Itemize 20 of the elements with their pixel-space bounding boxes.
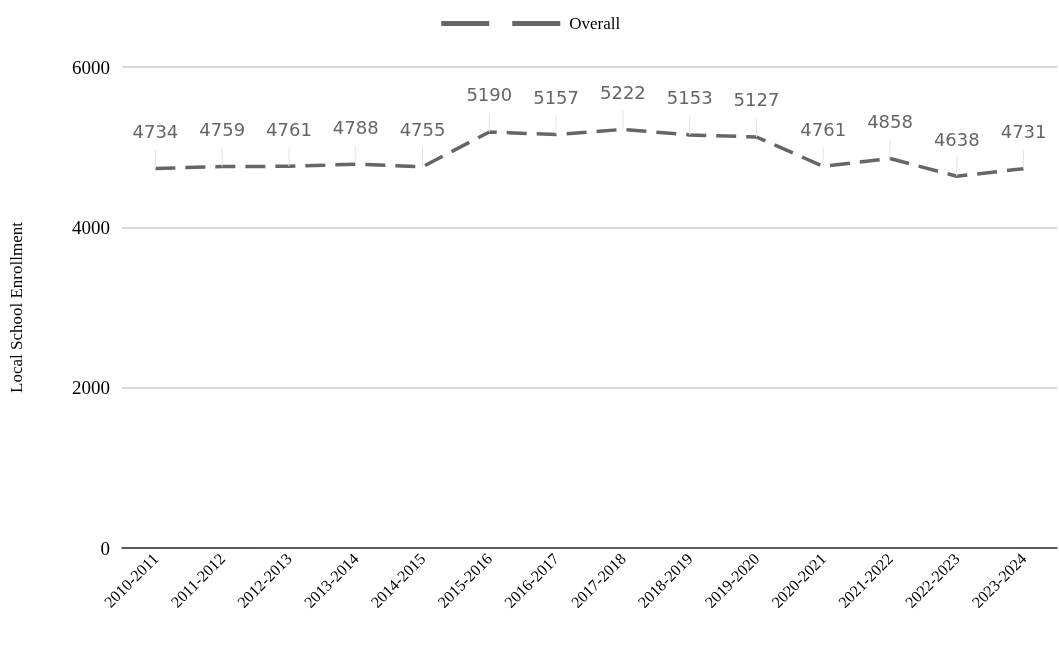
data-label: 4858 <box>867 111 913 133</box>
data-label: 5157 <box>533 87 580 109</box>
text: Overall <box>569 14 621 33</box>
y-tick-label: 4000 <box>72 216 110 238</box>
data-label: 4731 <box>1000 121 1047 143</box>
data-label: 4638 <box>933 128 980 150</box>
data-label: 4755 <box>399 119 446 141</box>
y-axis-title: Local School Enrollment <box>7 221 26 393</box>
data-label: 5153 <box>666 87 713 109</box>
y-tick-label: 0 <box>100 537 110 559</box>
data-label: 5222 <box>599 81 646 103</box>
data-label: 4761 <box>266 118 312 140</box>
data-label: 4788 <box>332 116 379 138</box>
data-label: 5190 <box>466 84 513 106</box>
y-tick-label: 6000 <box>72 56 110 78</box>
data-label: 4761 <box>800 118 847 140</box>
data-label: 4759 <box>199 118 246 140</box>
data-label: 5127 <box>733 89 780 111</box>
data-label: 4734 <box>132 120 179 142</box>
y-tick-label: 2000 <box>72 377 110 399</box>
